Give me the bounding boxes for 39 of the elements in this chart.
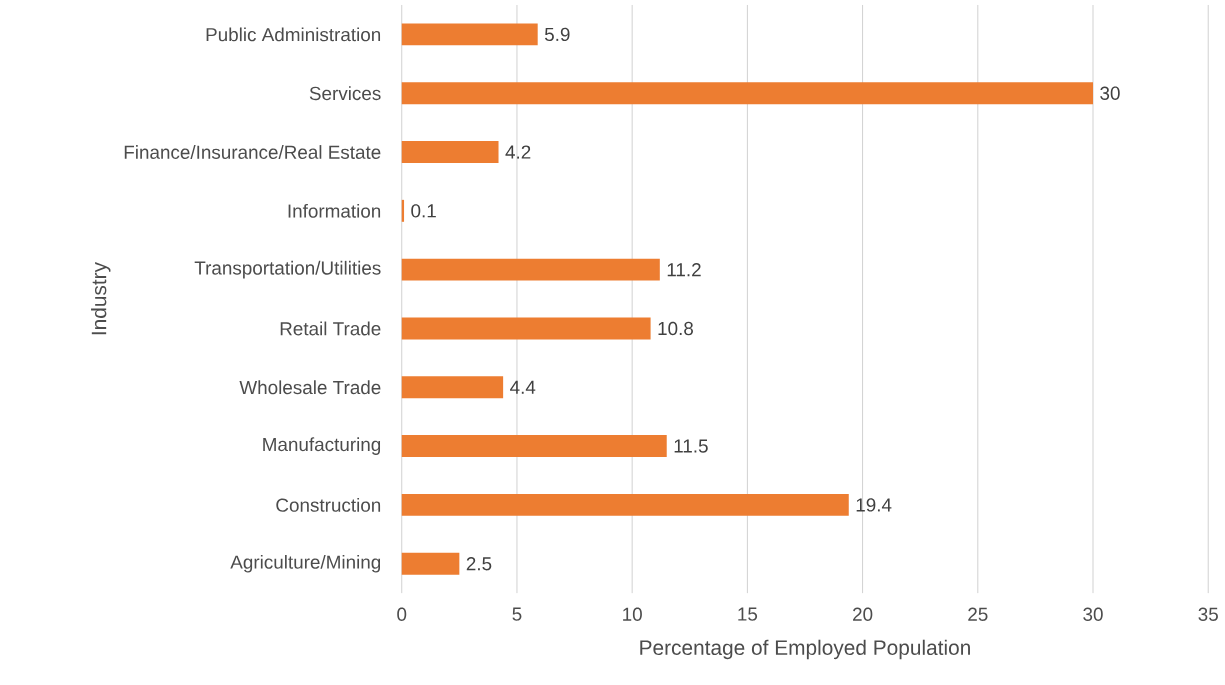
data-label: 4.4 [510,380,536,394]
bar [401,317,651,340]
data-label: 11.5 [674,439,708,453]
y-tick-label: Transportation/Utilities [194,260,381,279]
data-label: 2.5 [466,557,492,571]
data-label: 5.9 [544,27,570,42]
bar [401,376,504,399]
x-tick-label: 20 [853,607,873,622]
x-tick-label: 25 [968,607,988,622]
bar [401,435,667,458]
y-tick-label: Services [309,86,381,101]
x-tick-label: 15 [738,607,758,621]
x-axis-title: Percentage of Employed Population [640,639,970,660]
y-tick-label: Public Administration [206,27,381,42]
bar [401,552,460,575]
y-tick-label: Agriculture/Mining [230,555,381,573]
y-tick-label: Manufacturing [263,437,381,455]
y-axis-title: Industry [91,262,111,335]
x-tick-label: 30 [1083,607,1103,622]
x-tick-label: 0 [397,607,407,622]
data-label: 19.4 [856,498,892,512]
data-label: 30 [1100,86,1120,100]
data-label: 4.2 [505,145,531,159]
y-tick-label: Wholesale Trade [239,380,381,395]
y-tick-label: Finance/Insurance/Real Estate [124,145,381,160]
bar [401,258,660,281]
data-label: 0.1 [411,204,436,218]
data-label: 10.8 [658,321,693,336]
y-tick-label: Construction [276,498,381,512]
bar [401,494,849,516]
x-tick-label: 5 [512,607,522,621]
bar [401,23,538,46]
bar [401,82,1094,105]
y-tick-label: Information [288,203,381,218]
data-label: 11.2 [667,263,701,277]
x-tick-label: 35 [1198,607,1218,622]
x-tick-label: 10 [623,607,642,622]
bar [401,141,499,164]
y-tick-label: Retail Trade [280,321,381,336]
